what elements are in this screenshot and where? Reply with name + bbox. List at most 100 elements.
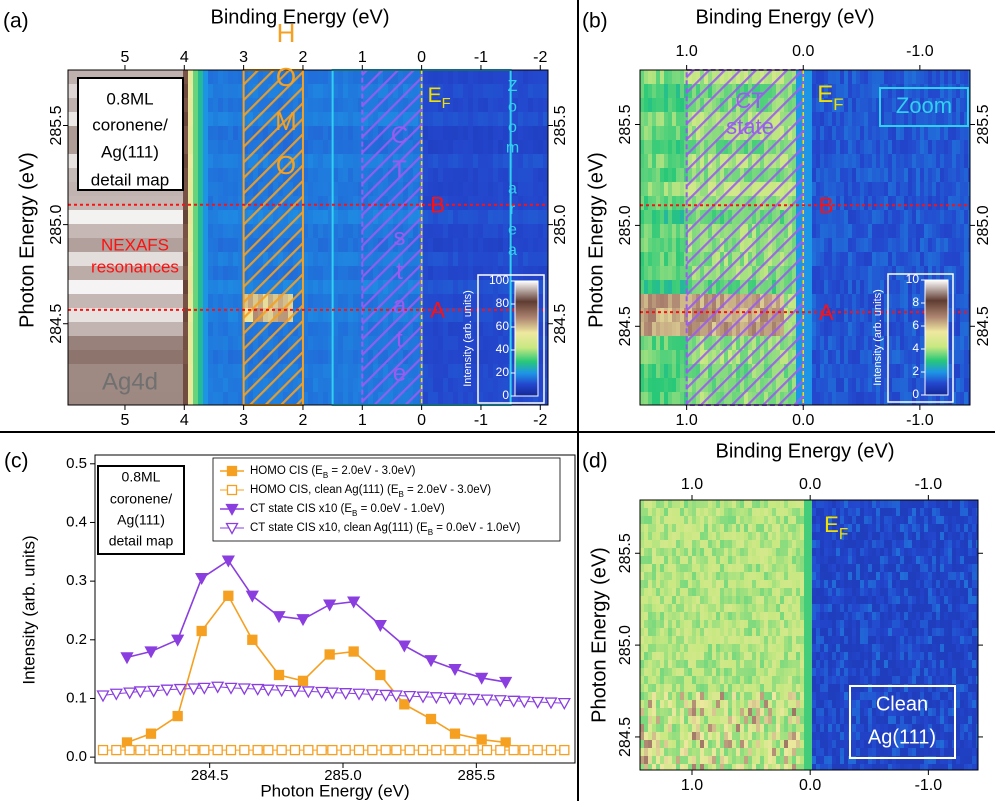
heatmap-cell	[198, 112, 203, 126]
heatmap-cell	[844, 126, 848, 140]
heatmap-cell	[672, 322, 676, 336]
heatmap-cell	[860, 154, 864, 168]
heatmap-cell	[538, 210, 543, 224]
heatmap-cell	[684, 500, 688, 508]
heatmap-cell	[168, 280, 173, 294]
heatmap-cell	[308, 126, 313, 140]
heatmap-cell	[223, 364, 228, 378]
heatmap-cell	[916, 508, 920, 516]
heatmap-cell	[812, 308, 816, 322]
x-tick-label: -2	[533, 412, 547, 429]
heatmap-cell	[193, 266, 198, 280]
heatmap-cell	[133, 294, 138, 308]
heatmap-cell	[188, 336, 193, 350]
heatmap-cell	[860, 98, 864, 112]
heatmap-cell	[448, 266, 453, 280]
heatmap-cell	[473, 112, 478, 126]
heatmap-cell	[848, 182, 852, 196]
heatmap-cell	[716, 508, 720, 516]
heatmap-cell	[900, 126, 904, 140]
heatmap-cell	[812, 500, 816, 508]
heatmap-cell	[960, 392, 964, 405]
heatmap-cell	[213, 238, 218, 252]
heatmap-cell	[724, 532, 728, 540]
heatmap-cell	[816, 266, 820, 280]
heatmap-cell	[920, 508, 924, 516]
heatmap-cell	[832, 224, 836, 238]
heatmap-cell	[704, 532, 708, 540]
heatmap-cell	[233, 98, 238, 112]
heatmap-cell	[223, 126, 228, 140]
heatmap-cell	[493, 224, 498, 238]
heatmap-cell	[103, 350, 108, 364]
heatmap-cell	[218, 168, 223, 182]
heatmap-cell	[956, 524, 960, 532]
heatmap-cell	[884, 154, 888, 168]
heatmap-cell	[948, 126, 952, 140]
x-tick-label: 285.5	[458, 767, 496, 784]
heatmap-cell	[812, 168, 816, 182]
heatmap-cell	[820, 266, 824, 280]
heatmap-cell	[428, 266, 433, 280]
heatmap-cell	[744, 532, 748, 540]
heatmap-cell	[652, 336, 656, 350]
heatmap-cell	[208, 266, 213, 280]
heatmap-cell	[964, 154, 968, 168]
heatmap-cell	[208, 84, 213, 98]
heatmap-cell	[238, 98, 243, 112]
heatmap-cell	[438, 154, 443, 168]
heatmap-cell	[458, 196, 463, 210]
heatmap-cell	[652, 98, 656, 112]
heatmap-cell	[920, 154, 924, 168]
heatmap-cell	[772, 508, 776, 516]
heatmap-cell	[660, 70, 664, 84]
heatmap-cell	[672, 308, 676, 322]
heatmap-cell	[313, 168, 318, 182]
heatmap-cell	[443, 154, 448, 168]
heatmap-cell	[840, 336, 844, 350]
heatmap-cell	[338, 168, 343, 182]
heatmap-cell	[900, 252, 904, 266]
heatmap-cell	[748, 500, 752, 508]
heatmap-cell	[784, 508, 788, 516]
data-point	[445, 746, 454, 755]
heatmap-cell	[353, 70, 358, 84]
heatmap-cell	[672, 508, 676, 516]
heatmap-cell	[423, 294, 428, 308]
heatmap-cell	[676, 210, 680, 224]
heatmap-cell	[318, 70, 323, 84]
heatmap-cell	[728, 500, 732, 508]
heatmap-cell	[924, 532, 928, 540]
heatmap-cell	[483, 280, 488, 294]
heatmap-cell	[238, 210, 243, 224]
heatmap-cell	[68, 378, 73, 392]
heatmap-cell	[960, 266, 964, 280]
heatmap-cell	[812, 196, 816, 210]
heatmap-cell	[840, 308, 844, 322]
heatmap-cell	[712, 532, 716, 540]
heatmap-cell	[916, 196, 920, 210]
heatmap-cell	[438, 238, 443, 252]
heatmap-cell	[93, 196, 98, 210]
heatmap-cell	[198, 196, 203, 210]
heatmap-cell	[644, 98, 648, 112]
heatmap-cell	[868, 168, 872, 182]
heatmap-cell	[964, 308, 968, 322]
heatmap-cell	[872, 224, 876, 238]
heatmap-cell	[900, 308, 904, 322]
heatmap-cell	[744, 516, 748, 524]
heatmap-cell	[438, 252, 443, 266]
heatmap-cell	[948, 322, 952, 336]
heatmap-cell	[732, 508, 736, 516]
heatmap-cell	[936, 154, 940, 168]
heatmap-cell	[313, 378, 318, 392]
heatmap-cell	[924, 168, 928, 182]
heatmap-cell	[478, 378, 483, 392]
x-tick-label: -1.0	[906, 412, 934, 429]
heatmap-cell	[308, 70, 313, 84]
heatmap-cell	[118, 280, 123, 294]
heatmap-cell	[956, 336, 960, 350]
heatmap-cell	[888, 182, 892, 196]
heatmap-cell	[672, 266, 676, 280]
heatmap-cell	[488, 140, 493, 154]
